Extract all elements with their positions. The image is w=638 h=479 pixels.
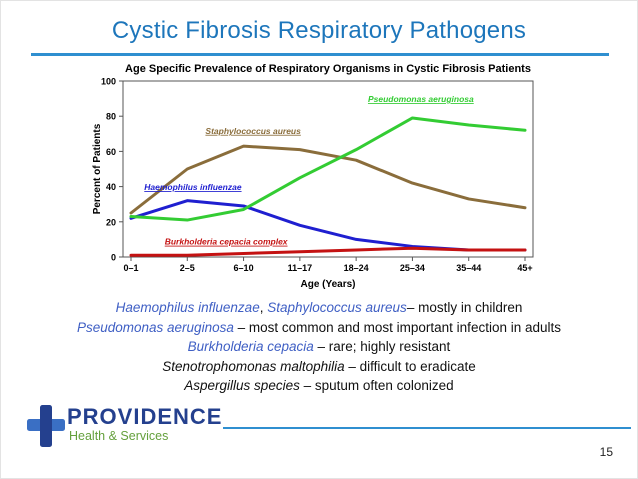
chart-figure: Age Specific Prevalence of Respiratory O…: [89, 61, 549, 301]
prevalence-line-chart: Age Specific Prevalence of Respiratory O…: [92, 63, 534, 290]
page-title: Cystic Fibrosis Respiratory Pathogens: [111, 17, 527, 44]
note-line: Stenotrophomonas maltophilia – difficult…: [1, 358, 637, 375]
svg-text:35–44: 35–44: [456, 263, 481, 273]
notes-block: Haemophilus influenzae, Staphylococcus a…: [1, 300, 637, 399]
brand-name: PROVIDENCE: [67, 404, 223, 429]
note-text: – rare; highly resistant: [313, 339, 451, 354]
svg-text:45+: 45+: [517, 263, 532, 273]
note-text: – mostly in children: [406, 300, 523, 315]
svg-text:25–34: 25–34: [400, 263, 425, 273]
svg-text:Percent of Patients: Percent of Patients: [92, 123, 103, 214]
svg-text:Haemophilus influenzae: Haemophilus influenzae: [144, 182, 242, 192]
note-line: Burkholderia cepacia – rare; highly resi…: [1, 339, 637, 355]
svg-text:Burkholderia cepacia complex: Burkholderia cepacia complex: [165, 237, 289, 247]
svg-text:Pseudomonas aeruginosa: Pseudomonas aeruginosa: [368, 94, 474, 104]
svg-text:11–17: 11–17: [288, 263, 313, 273]
note-text: – most common and most important infecti…: [233, 319, 561, 335]
svg-text:60: 60: [106, 147, 116, 157]
title-underline: [31, 53, 609, 56]
note-line: Aspergillus species – sputum often colon…: [1, 378, 637, 394]
providence-cross-icon: [27, 403, 65, 449]
svg-text:Age (Years): Age (Years): [300, 279, 355, 290]
svg-text:20: 20: [106, 217, 116, 227]
svg-text:0–1: 0–1: [123, 263, 138, 273]
pathogen-name: Haemophilus influenzae: [115, 300, 260, 315]
svg-text:18–24: 18–24: [344, 263, 369, 273]
pathogen-name: Burkholderia cepacia: [187, 339, 314, 354]
pathogen-name: Pseudomonas aeruginosa: [76, 319, 234, 335]
svg-text:40: 40: [106, 182, 116, 192]
note-line: Haemophilus influenzae, Staphylococcus a…: [1, 300, 637, 316]
svg-text:6–10: 6–10: [234, 263, 254, 273]
brand-tagline: Health & Services: [69, 429, 169, 443]
footer-divider: [223, 427, 631, 429]
pathogen-name: Stenotrophomonas maltophilia: [162, 358, 345, 374]
svg-text:80: 80: [106, 112, 116, 122]
svg-text:0: 0: [111, 253, 116, 263]
pathogen-name: Staphylococcus aureus: [267, 300, 407, 315]
page-number: 15: [599, 445, 613, 459]
svg-text:Staphylococcus aureus: Staphylococcus aureus: [205, 126, 301, 136]
note-text: – sputum often colonized: [299, 378, 454, 393]
svg-text:Age Specific Prevalence of Res: Age Specific Prevalence of Respiratory O…: [125, 63, 531, 75]
note-text: ,: [259, 300, 268, 315]
note-line: Pseudomonas aeruginosa – most common and…: [1, 319, 637, 336]
pathogen-name: Aspergillus species: [184, 378, 300, 393]
svg-text:2–5: 2–5: [180, 263, 195, 273]
note-text: – difficult to eradicate: [344, 358, 476, 374]
svg-text:100: 100: [101, 77, 116, 87]
brand-block: PROVIDENCE Health & Services: [67, 406, 222, 443]
